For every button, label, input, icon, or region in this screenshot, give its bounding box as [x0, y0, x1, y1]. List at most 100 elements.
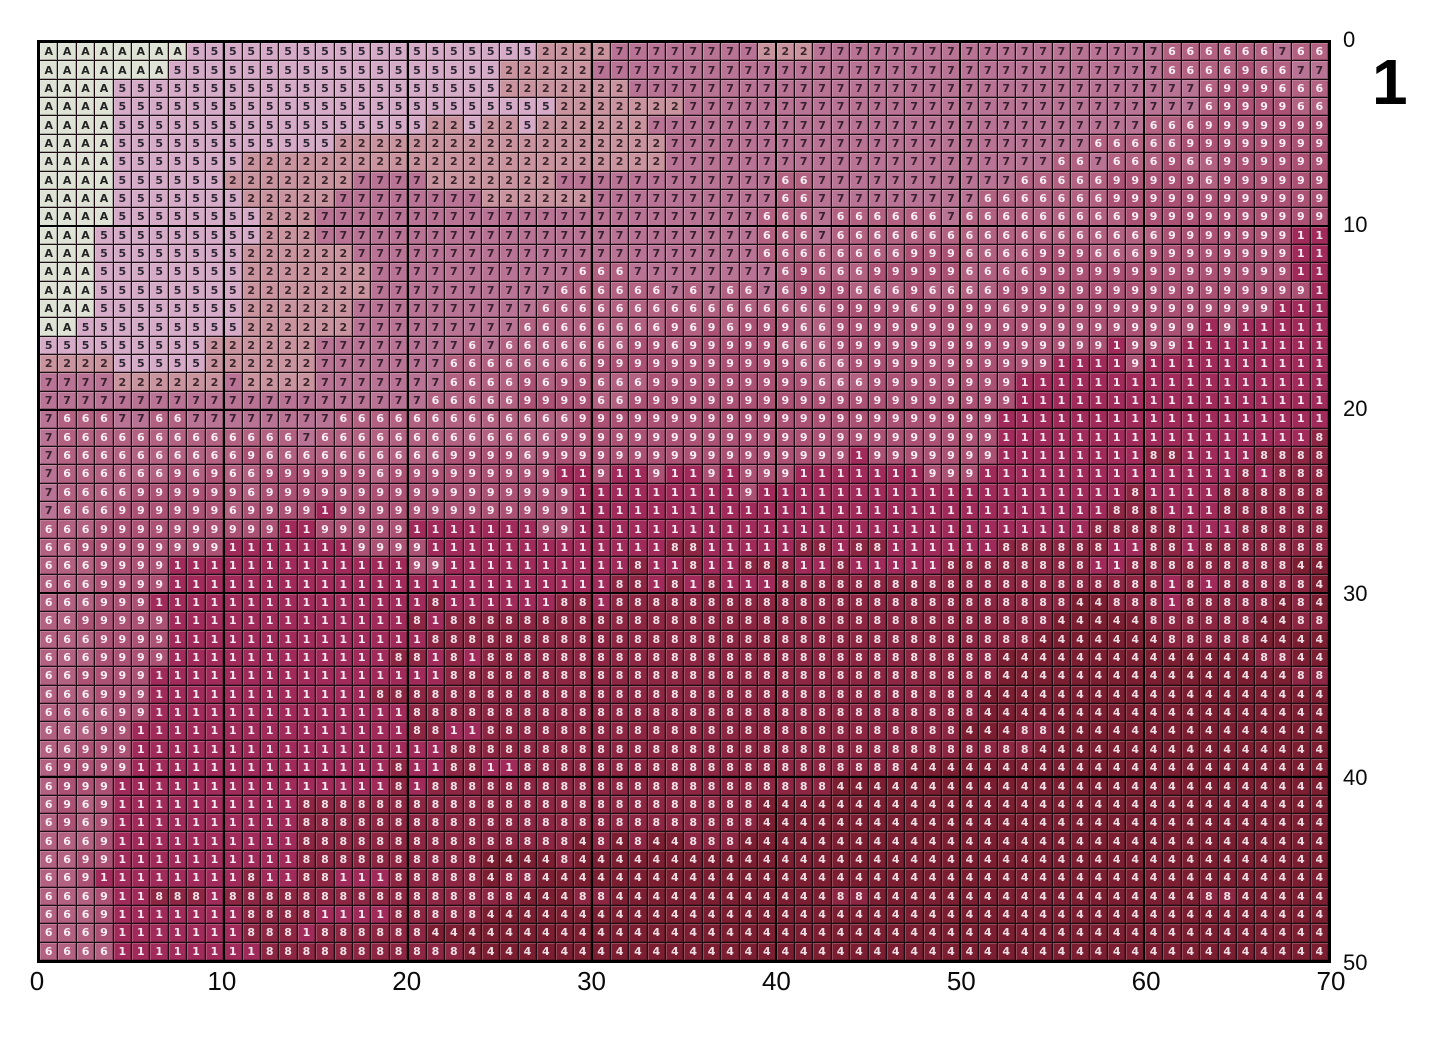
- grid-cell: 7: [1071, 116, 1089, 134]
- grid-cell: 4: [1071, 869, 1089, 887]
- grid-cell: 4: [702, 887, 721, 905]
- grid-cell: 4: [1255, 722, 1273, 740]
- grid-cell: 9: [960, 318, 979, 336]
- grid-cell: 9: [979, 410, 997, 428]
- grid-cell: 9: [408, 465, 426, 483]
- grid-cell: 1: [205, 759, 224, 777]
- grid-cell: 7: [1015, 153, 1034, 171]
- grid-cell: 9: [574, 373, 592, 391]
- grid-cell: 6: [905, 208, 923, 226]
- grid-cell: 4: [1218, 832, 1236, 850]
- grid-cell: 4: [1181, 795, 1200, 814]
- grid-cell: 1: [260, 832, 279, 850]
- grid-cell: 6: [58, 869, 76, 887]
- grid-cell: 8: [979, 575, 997, 593]
- grid-cell: 7: [721, 263, 739, 281]
- grid-cell: 8: [1236, 593, 1255, 612]
- grid-cell: 7: [610, 171, 629, 189]
- grid-cell: 5: [205, 171, 224, 189]
- grid-cell: 7: [960, 61, 979, 79]
- grid-cell: 7: [629, 208, 647, 226]
- grid-cell: 6: [1089, 244, 1108, 263]
- grid-cell: 1: [1126, 446, 1144, 465]
- grid-cell: 8: [1310, 483, 1328, 501]
- grid-cell: 4: [997, 905, 1015, 924]
- grid-cell: 9: [666, 355, 684, 373]
- grid-cell: 1: [758, 483, 776, 501]
- grid-cell: 6: [794, 208, 813, 226]
- grid-cell: 1: [1255, 391, 1273, 410]
- grid-cell: 1: [942, 483, 960, 501]
- grid-cell: 4: [592, 942, 610, 960]
- grid-cell: 1: [997, 520, 1015, 538]
- grid-cell: 5: [463, 61, 481, 79]
- grid-cell: 6: [95, 446, 113, 465]
- grid-cell: 1: [1108, 391, 1126, 410]
- grid-cell: 9: [353, 502, 371, 520]
- grid-cell: 1: [389, 667, 408, 685]
- grid-cell: 7: [334, 373, 353, 391]
- grid-cell: 8: [997, 612, 1015, 630]
- grid-cell: 6: [758, 208, 776, 226]
- grid-cell: 1: [1071, 355, 1089, 373]
- grid-cell: 9: [113, 612, 132, 630]
- grid-cell: 9: [518, 465, 537, 483]
- grid-cell: 9: [518, 373, 537, 391]
- grid-cell: 2: [574, 43, 592, 61]
- grid-cell: 4: [666, 924, 684, 942]
- grid-cell: 7: [960, 171, 979, 189]
- grid-cell: 1: [813, 502, 831, 520]
- grid-cell: 8: [1310, 502, 1328, 520]
- grid-cell: 9: [1200, 208, 1218, 226]
- grid-cell: 1: [684, 465, 702, 483]
- grid-cell: 8: [242, 869, 260, 887]
- grid-cell: 1: [1108, 355, 1126, 373]
- grid-cell: 1: [1089, 391, 1108, 410]
- grid-cell: 8: [574, 685, 592, 703]
- grid-cell: 1: [997, 483, 1015, 501]
- grid-cell: A: [40, 116, 58, 134]
- grid-cell: 2: [260, 244, 279, 263]
- grid-cell: 8: [1015, 722, 1034, 740]
- grid-cell: 9: [95, 667, 113, 685]
- grid-cell: 4: [1089, 685, 1108, 703]
- grid-cell: 6: [574, 300, 592, 318]
- grid-cell: 7: [426, 373, 445, 391]
- grid-cell: 4: [1255, 740, 1273, 759]
- grid-cell: 9: [1163, 244, 1181, 263]
- grid-cell: 9: [1255, 134, 1273, 153]
- grid-cell: 1: [334, 685, 353, 703]
- grid-cell: 8: [574, 795, 592, 814]
- grid-cell: 6: [997, 208, 1015, 226]
- grid-cell: 6: [279, 446, 297, 465]
- grid-cell: 9: [887, 410, 905, 428]
- grid-cell: 7: [389, 373, 408, 391]
- grid-cell: 8: [684, 722, 702, 740]
- grid-cell: 8: [813, 667, 831, 685]
- grid-cell: 7: [150, 391, 168, 410]
- grid-cell: 1: [297, 777, 316, 795]
- grid-cell: 8: [979, 630, 997, 648]
- grid-cell: 9: [923, 446, 942, 465]
- grid-cell: 1: [168, 924, 187, 942]
- grid-cell: 8: [997, 630, 1015, 648]
- grid-cell: 9: [76, 538, 95, 557]
- grid-cell: 9: [702, 336, 721, 355]
- grid-cell: 9: [1292, 153, 1310, 171]
- grid-cell: 1: [610, 538, 629, 557]
- grid-cell: 4: [1273, 795, 1292, 814]
- grid-cell: 1: [260, 685, 279, 703]
- grid-cell: 6: [76, 446, 95, 465]
- grid-cell: 4: [1255, 685, 1273, 703]
- grid-cell: 8: [923, 612, 942, 630]
- grid-cell: 4: [555, 924, 573, 942]
- grid-cell: 7: [629, 189, 647, 208]
- grid-cell: 9: [1071, 318, 1089, 336]
- grid-cell: 9: [242, 502, 260, 520]
- grid-cell: 9: [1015, 300, 1034, 318]
- grid-cell: 6: [1089, 171, 1108, 189]
- grid-cell: 8: [445, 685, 463, 703]
- grid-cell: 5: [168, 61, 187, 79]
- grid-cell: 6: [76, 520, 95, 538]
- grid-cell: 4: [1034, 814, 1052, 832]
